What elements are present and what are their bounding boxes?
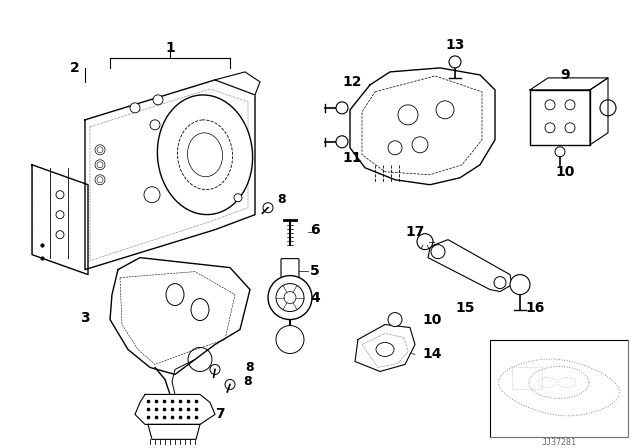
Text: 2: 2	[70, 61, 80, 75]
Text: 1: 1	[165, 41, 175, 55]
Circle shape	[268, 276, 312, 319]
Polygon shape	[530, 78, 608, 90]
Bar	[490, 340, 628, 437]
Text: 13: 13	[445, 38, 465, 52]
Text: 8: 8	[244, 375, 252, 388]
Circle shape	[210, 365, 220, 375]
Text: JJ37281: JJ37281	[541, 438, 577, 447]
Text: 12: 12	[342, 75, 362, 89]
Polygon shape	[110, 258, 250, 375]
Text: 17: 17	[405, 224, 425, 239]
Circle shape	[336, 102, 348, 114]
Circle shape	[130, 103, 140, 113]
Circle shape	[510, 275, 530, 295]
FancyBboxPatch shape	[281, 258, 299, 283]
Ellipse shape	[157, 95, 253, 215]
Polygon shape	[32, 165, 88, 275]
Polygon shape	[355, 324, 415, 371]
Circle shape	[234, 194, 242, 202]
Text: 8: 8	[246, 361, 254, 374]
Text: 16: 16	[525, 301, 545, 314]
Polygon shape	[530, 90, 590, 145]
Circle shape	[555, 147, 565, 157]
Circle shape	[56, 231, 64, 239]
Polygon shape	[215, 72, 260, 95]
Circle shape	[276, 326, 304, 353]
Circle shape	[336, 136, 348, 148]
Circle shape	[417, 234, 433, 250]
Text: 3: 3	[80, 310, 90, 324]
Text: 4: 4	[310, 291, 320, 305]
Circle shape	[153, 95, 163, 105]
Circle shape	[284, 292, 296, 304]
Polygon shape	[148, 424, 200, 439]
Text: 7: 7	[215, 407, 225, 422]
Polygon shape	[350, 68, 495, 185]
Text: 15: 15	[455, 301, 475, 314]
Polygon shape	[590, 78, 608, 145]
Circle shape	[56, 191, 64, 199]
Bar	[512, 367, 542, 389]
Text: 10: 10	[422, 313, 442, 327]
Circle shape	[449, 56, 461, 68]
Circle shape	[225, 379, 235, 389]
Text: 8: 8	[278, 193, 286, 206]
Text: 6: 6	[310, 223, 320, 237]
Circle shape	[56, 211, 64, 219]
Text: 9: 9	[560, 68, 570, 82]
Text: 5: 5	[310, 263, 320, 278]
Text: 14: 14	[422, 348, 442, 362]
Circle shape	[276, 284, 304, 311]
Text: 11: 11	[342, 151, 362, 165]
Circle shape	[144, 187, 160, 202]
Circle shape	[388, 313, 402, 327]
Polygon shape	[85, 80, 255, 270]
Circle shape	[150, 120, 160, 130]
Circle shape	[263, 202, 273, 213]
Polygon shape	[135, 394, 215, 424]
Text: 10: 10	[556, 165, 575, 179]
Polygon shape	[428, 240, 512, 292]
